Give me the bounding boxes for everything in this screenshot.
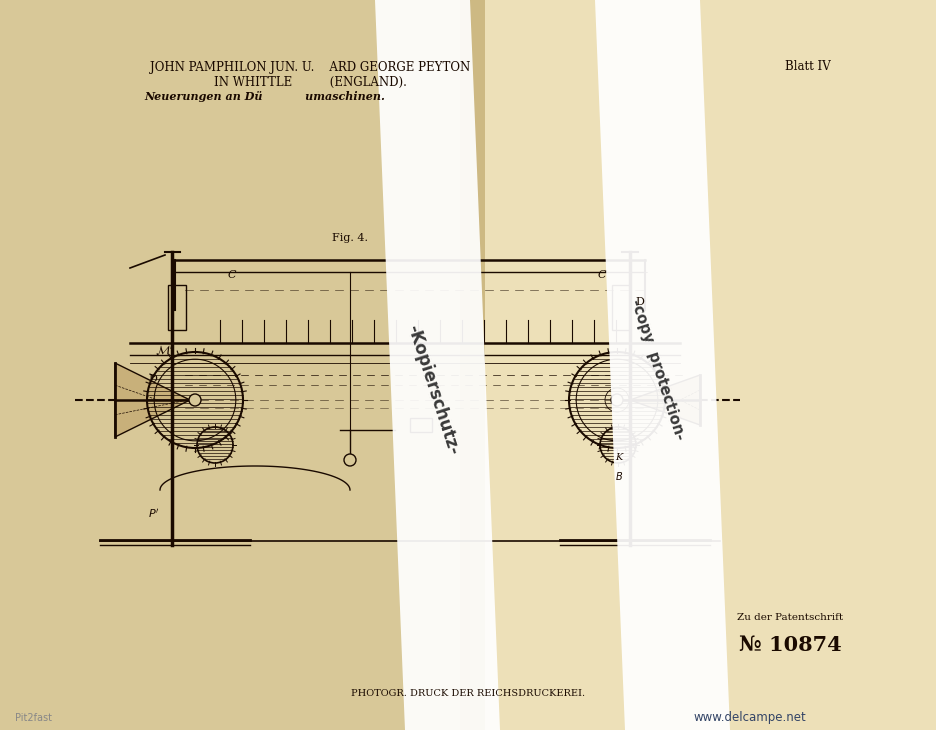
Text: № 10874: № 10874 [739, 635, 841, 655]
Text: $\mathit{B}$: $\mathit{B}$ [615, 470, 623, 482]
Polygon shape [630, 375, 700, 425]
Text: -copy  protection-: -copy protection- [628, 298, 688, 442]
Text: -Kopierschutz-: -Kopierschutz- [403, 323, 462, 458]
Text: Blatt IV: Blatt IV [785, 61, 831, 74]
Text: K: K [615, 453, 622, 462]
Polygon shape [595, 0, 730, 730]
Bar [410, 418, 432, 432]
Text: IN WHITTLE          (ENGLAND).: IN WHITTLE (ENGLAND). [213, 75, 406, 88]
Polygon shape [0, 0, 470, 730]
Text: D: D [635, 297, 644, 307]
Text: www.delcampe.net: www.delcampe.net [694, 712, 807, 724]
Text: C: C [598, 270, 607, 280]
Polygon shape [115, 363, 190, 437]
Circle shape [189, 394, 201, 406]
Text: Fig. 4.: Fig. 4. [332, 233, 368, 243]
Circle shape [611, 394, 623, 406]
Bar [612, 285, 630, 330]
Text: Zu der Patentschrift: Zu der Patentschrift [737, 613, 843, 623]
Text: D: D [148, 374, 157, 384]
Circle shape [344, 454, 356, 466]
Text: Pit2fast: Pit2fast [15, 713, 52, 723]
Text: C: C [228, 270, 237, 280]
Text: Neuerungen an Dü           umaschinen.: Neuerungen an Dü umaschinen. [144, 91, 386, 102]
Polygon shape [460, 0, 485, 730]
Bar [168, 285, 186, 330]
Text: JOHN PAMPHILON JUN. U.    ARD GEORGE PEYTON: JOHN PAMPHILON JUN. U. ARD GEORGE PEYTON [150, 61, 470, 74]
Text: $\mathcal{M}'$: $\mathcal{M}'$ [155, 342, 174, 358]
Polygon shape [375, 0, 500, 730]
Text: PHOTOGR. DRUCK DER REICHSDRUCKEREI.: PHOTOGR. DRUCK DER REICHSDRUCKEREI. [351, 688, 585, 697]
Text: $\mathit{P}'$: $\mathit{P}'$ [148, 507, 159, 520]
